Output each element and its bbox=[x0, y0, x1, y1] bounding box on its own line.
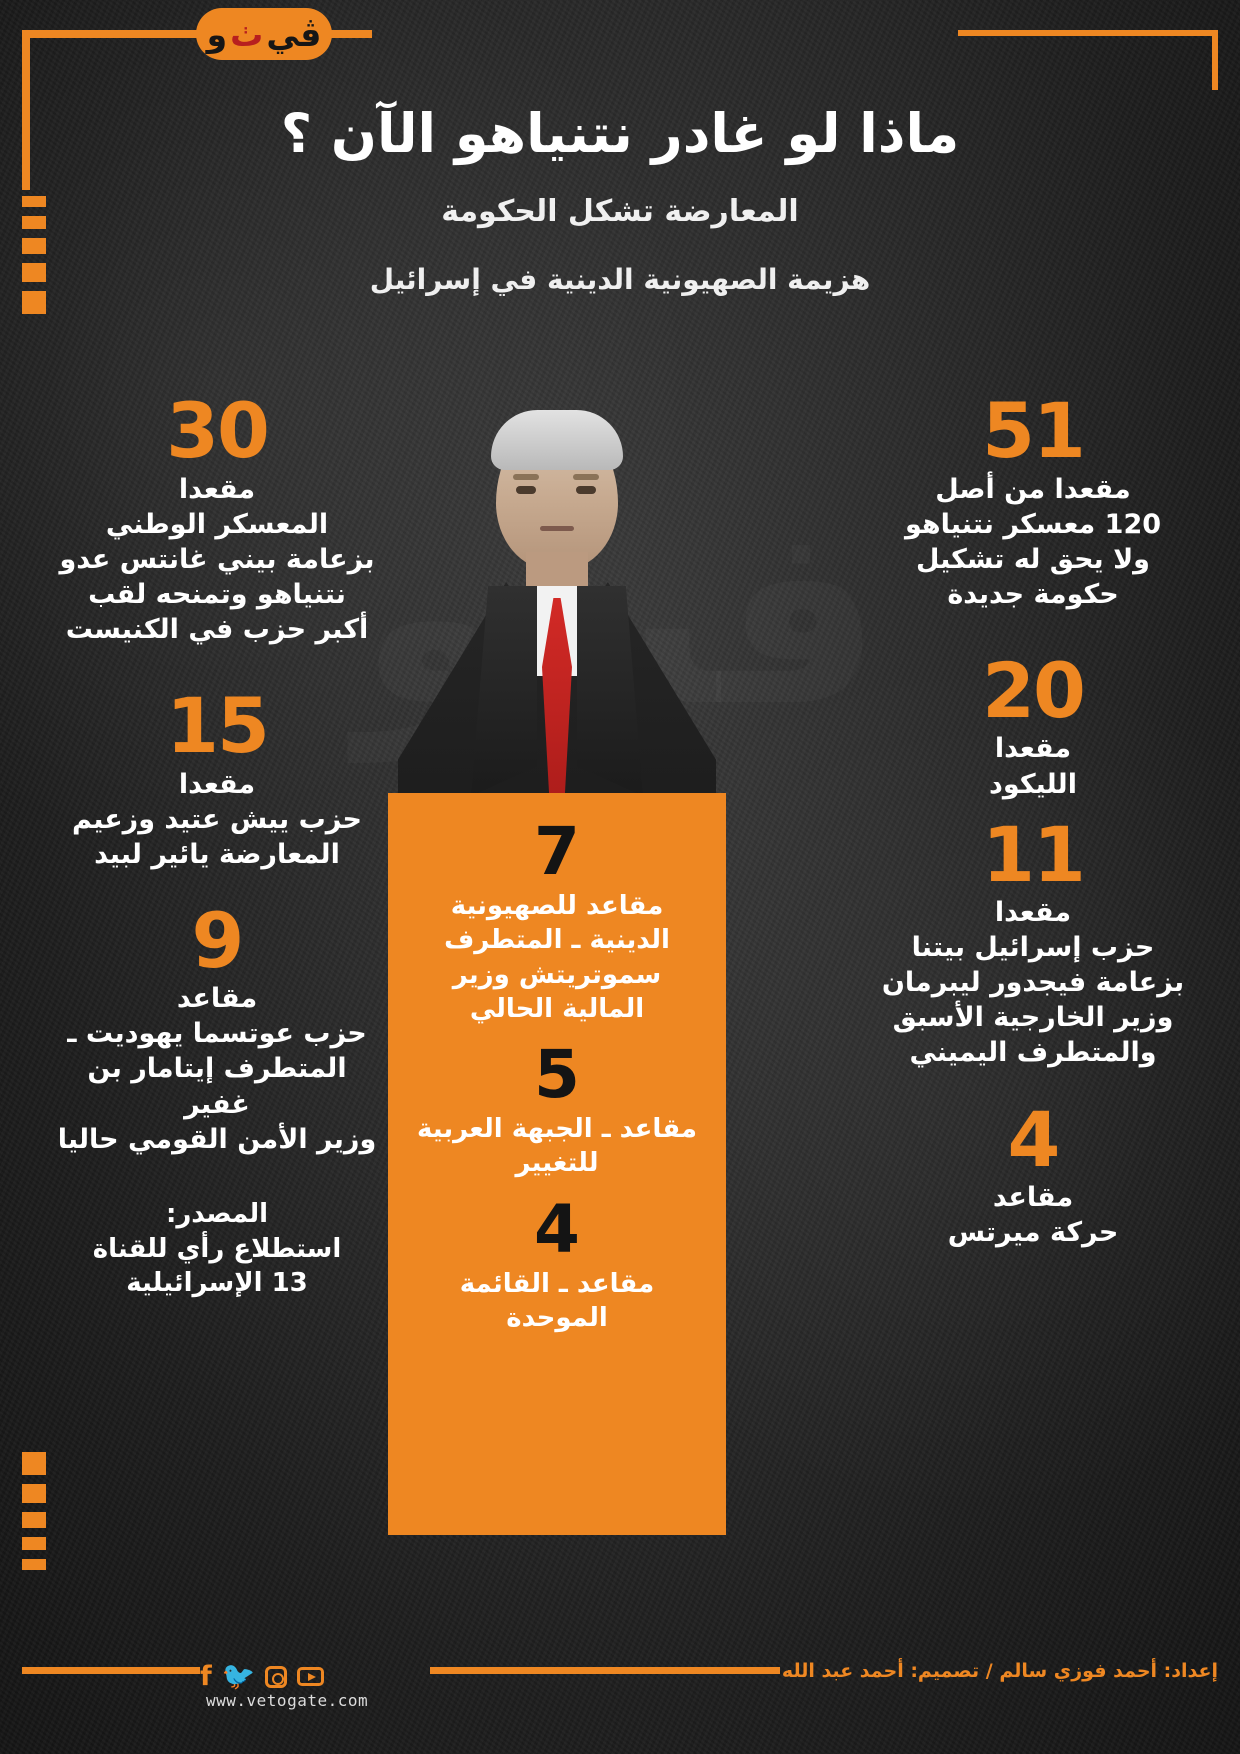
stat-number: 51 bbox=[982, 386, 1086, 475]
twitter-icon[interactable]: 🐦 bbox=[221, 1661, 256, 1692]
photo-brow-left bbox=[513, 474, 539, 480]
stat-description: مقاعد حركة ميرتس bbox=[947, 1182, 1119, 1249]
social-links[interactable]: f 🐦 bbox=[200, 1661, 325, 1692]
stat-number: 11 bbox=[982, 809, 1086, 899]
stat-number: 4 bbox=[1007, 1094, 1061, 1184]
frame-top-right-vertical bbox=[1212, 30, 1218, 90]
stat-description: مقعدا حزب إسرائيل بيتنا بزعامة فيجدور لي… bbox=[881, 897, 1185, 1069]
footer-rule-middle bbox=[430, 1667, 780, 1674]
photo-eye-right bbox=[576, 486, 596, 494]
panel-stat-block: 4 مقاعد ـ القائمة الموحدة bbox=[406, 1190, 708, 1336]
panel-stat-block: 5 مقاعد ـ الجبهة العربية للتغيير bbox=[406, 1040, 708, 1181]
panel-stat-block: 7 مقاعد للصهيونية الدينية ـ المتطرف سموت… bbox=[406, 817, 708, 1026]
stat-block: 20 مقعدا الليكود bbox=[868, 652, 1198, 802]
instagram-icon[interactable] bbox=[265, 1665, 288, 1688]
logo-text-start: ڤي bbox=[266, 14, 322, 54]
stat-description: مقاعد حزب عوتسما يهوديت ـ المتطرف إيتاما… bbox=[57, 983, 377, 1155]
subtitle-primary: المعارضة تشكل الحكومة bbox=[441, 193, 799, 229]
left-stats-column: 30 مقعدا المعسكر الوطني بزعامة بيني غانت… bbox=[52, 392, 382, 1301]
photo-hair bbox=[491, 410, 623, 470]
facebook-icon[interactable]: f bbox=[200, 1661, 212, 1692]
page-title: ماذا لو غادر نتنياهو الآن ؟ bbox=[280, 102, 960, 165]
stat-number: 20 bbox=[982, 645, 1086, 735]
stat-block: 15 مقعدا حزب ييش عتيد وزعيم المعارضة يائ… bbox=[52, 687, 382, 872]
decorative-dashes-bottom-left bbox=[22, 1452, 46, 1579]
photo-mouth bbox=[540, 526, 574, 531]
stat-description: مقعدا من أصل 120 معسكر نتنياهو ولا يحق ل… bbox=[904, 473, 1162, 610]
photo-lapel-right bbox=[577, 586, 643, 796]
right-stats-column: 51 مقعدا من أصل 120 معسكر نتنياهو ولا يح… bbox=[868, 392, 1198, 1264]
panel-stat-description: مقاعد ـ القائمة الموحدة bbox=[459, 1268, 655, 1334]
stat-description: مقعدا حزب ييش عتيد وزعيم المعارضة يائير … bbox=[72, 768, 362, 870]
decorative-dashes-top-left bbox=[22, 196, 46, 323]
stat-number: 9 bbox=[191, 895, 245, 985]
youtube-icon[interactable] bbox=[297, 1667, 325, 1686]
stat-description: مقعدا الليكود bbox=[989, 733, 1077, 800]
subtitle-secondary: هزيمة الصهيونية الدينية في إسرائيل bbox=[369, 262, 871, 296]
stat-description: مقعدا المعسكر الوطني بزعامة بيني غانتس ع… bbox=[59, 473, 375, 645]
stat-number: 15 bbox=[166, 680, 270, 770]
panel-stat-number: 4 bbox=[534, 1190, 580, 1268]
logo-text-accent: ٺ bbox=[230, 14, 264, 54]
stat-number: 30 bbox=[166, 386, 270, 475]
frame-top-left-vertical bbox=[22, 30, 30, 190]
photo-eye-left bbox=[516, 486, 536, 494]
photo-brow-right bbox=[573, 474, 599, 480]
veto-logo[interactable]: ڤي ٺ و bbox=[196, 8, 332, 60]
header-block: ماذا لو غادر نتنياهو الآن ؟ المعارضة تشك… bbox=[0, 100, 1240, 296]
panel-stat-number: 5 bbox=[534, 1036, 580, 1114]
footer-bar: f 🐦 www.vetogate.com إعداد: أحمد فوزي سا… bbox=[0, 1642, 1240, 1712]
stat-block: 9 مقاعد حزب عوتسما يهوديت ـ المتطرف إيتا… bbox=[52, 902, 382, 1157]
panel-stat-number: 7 bbox=[534, 813, 580, 890]
credits-text: إعداد: أحمد فوزي سالم / تصميم: أحمد عبد … bbox=[781, 1660, 1218, 1682]
stat-block: 51 مقعدا من أصل 120 معسكر نتنياهو ولا يح… bbox=[868, 392, 1198, 612]
footer-rule-left bbox=[22, 1667, 200, 1674]
stat-block: 4 مقاعد حركة ميرتس bbox=[868, 1101, 1198, 1251]
frame-top-right-horizontal bbox=[958, 30, 1218, 36]
panel-stat-description: مقاعد للصهيونية الدينية ـ المتطرف سموتري… bbox=[444, 890, 670, 1024]
website-url[interactable]: www.vetogate.com bbox=[206, 1691, 369, 1710]
photo-lapel-left bbox=[471, 586, 537, 796]
stat-block: 11 مقعدا حزب إسرائيل بيتنا بزعامة فيجدور… bbox=[868, 816, 1198, 1071]
stat-block: 30 مقعدا المعسكر الوطني بزعامة بيني غانت… bbox=[52, 392, 382, 647]
source-note: المصدر: استطلاع رأي للقناة 13 الإسرائيلي… bbox=[92, 1198, 342, 1299]
logo-text-end: و bbox=[206, 14, 228, 54]
panel-stat-description: مقاعد ـ الجبهة العربية للتغيير bbox=[416, 1114, 698, 1179]
center-highlight-panel: 7 مقاعد للصهيونية الدينية ـ المتطرف سموت… bbox=[388, 793, 726, 1535]
